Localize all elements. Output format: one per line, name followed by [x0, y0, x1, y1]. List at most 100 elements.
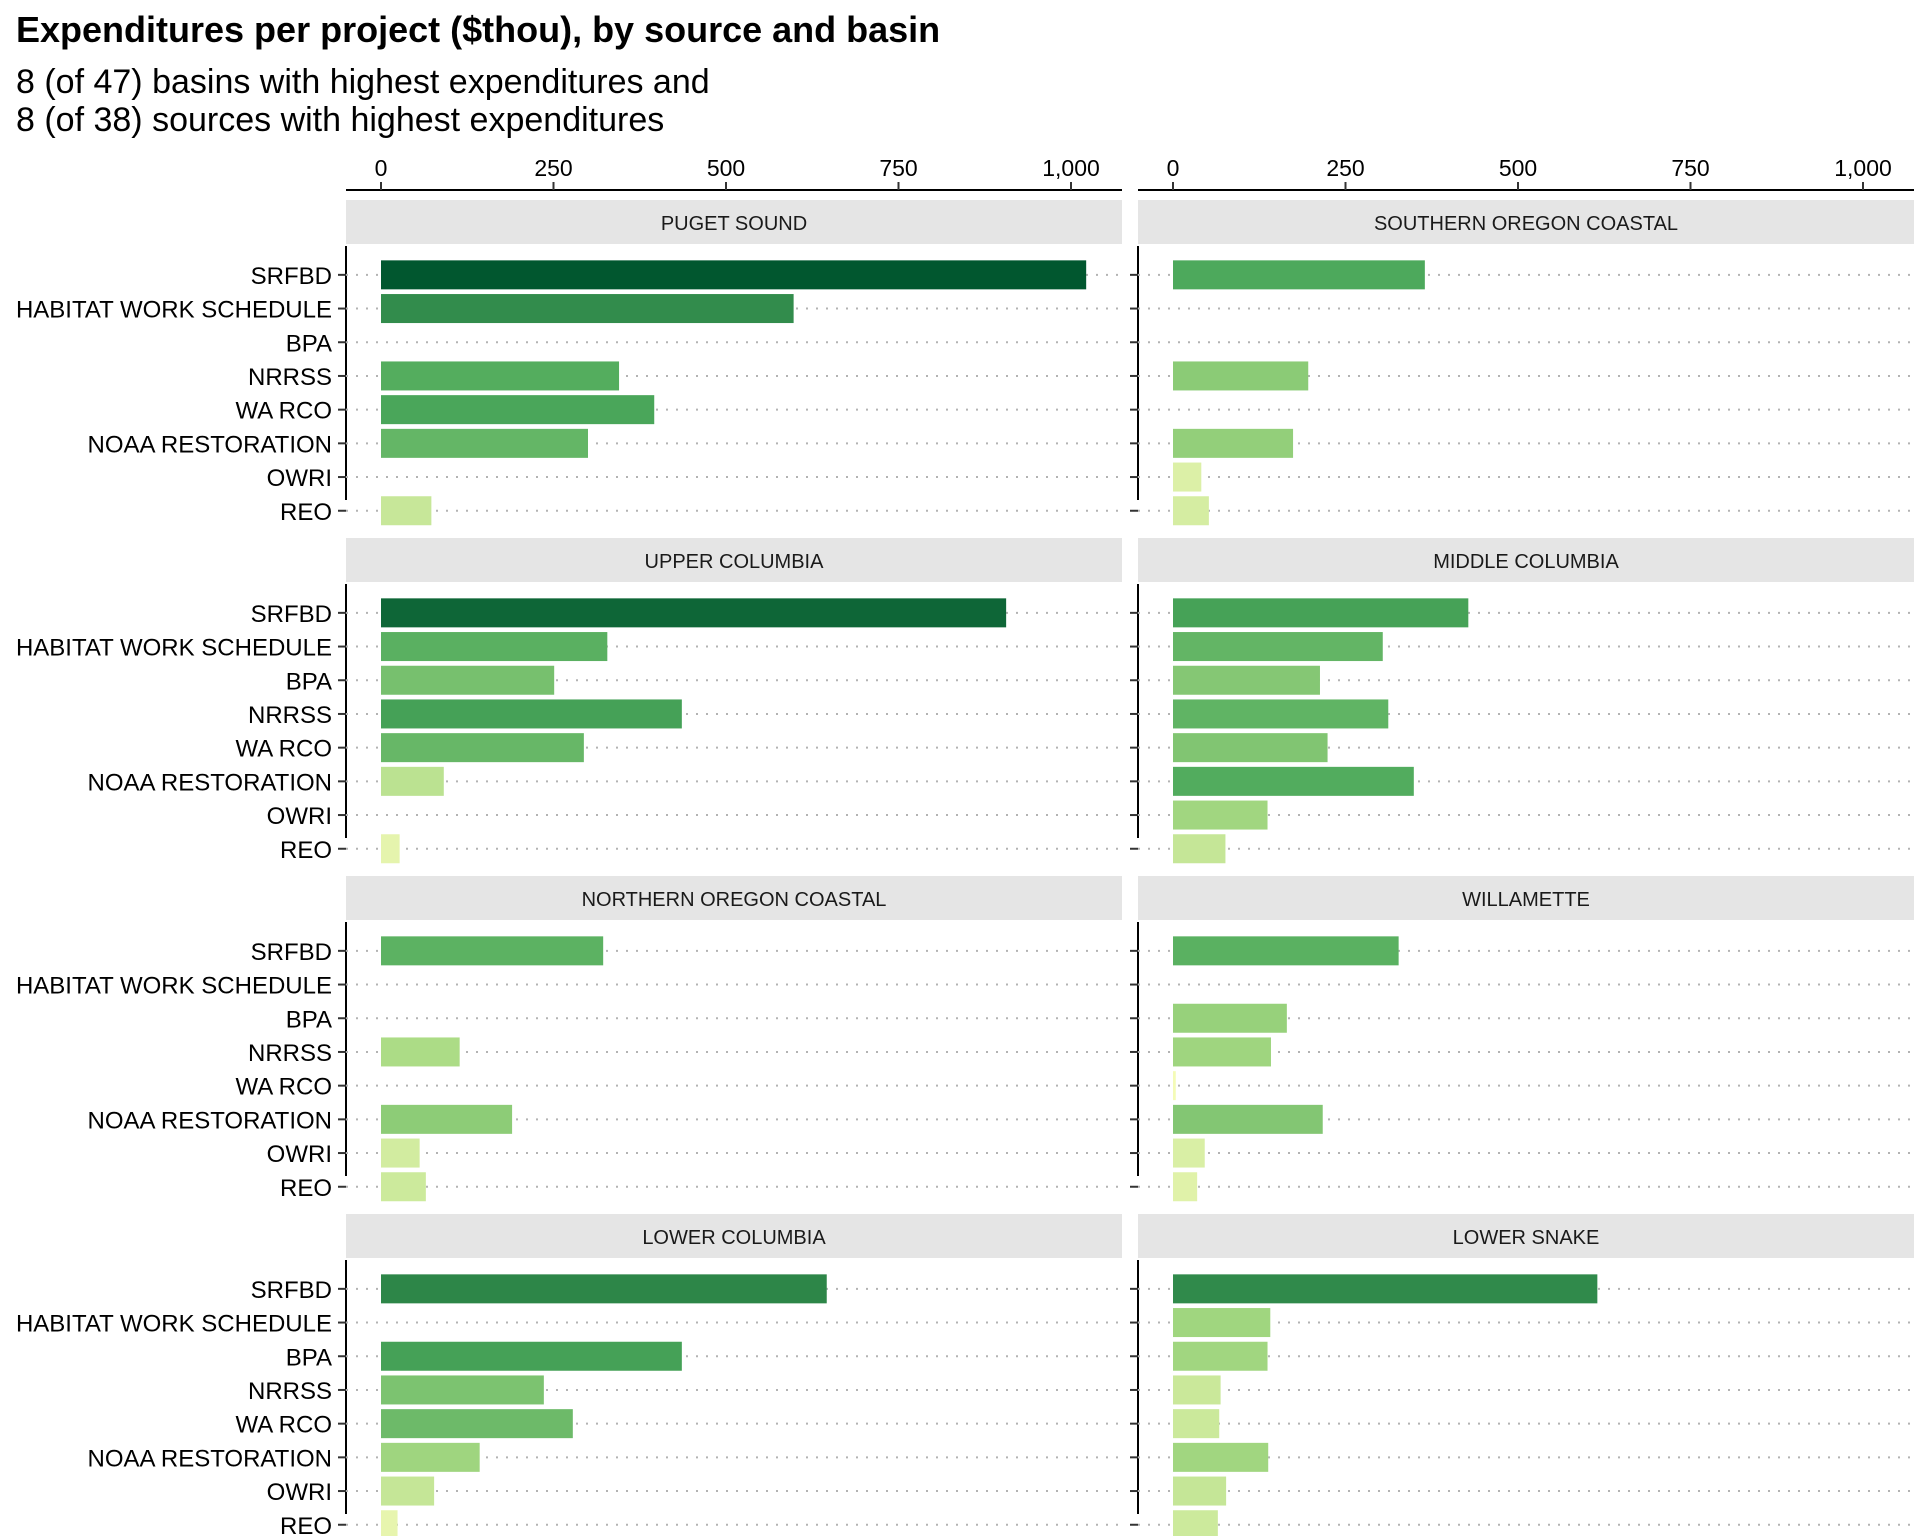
category-label-nrrss: NRRSS	[248, 364, 332, 391]
bar-willamette-reo	[1173, 1172, 1198, 1202]
bar-lower-snake-bpa	[1173, 1341, 1268, 1371]
chart-subtitle-line-2: 8 (of 38) sources with highest expenditu…	[16, 101, 665, 139]
facet-strip-southern-oregon-coastal	[1138, 200, 1914, 244]
bar-northern-oregon-coastal-srfbd	[381, 936, 604, 966]
bar-lower-snake-noaa-restoration	[1173, 1442, 1269, 1472]
x-tick-label: 750	[879, 155, 917, 181]
bar-middle-columbia-bpa	[1173, 665, 1320, 695]
bar-willamette-noaa-restoration	[1173, 1104, 1323, 1134]
bar-northern-oregon-coastal-nrrss	[381, 1037, 460, 1067]
category-label-wa-rco: WA RCO	[236, 1074, 332, 1101]
bar-lower-columbia-reo	[381, 1510, 398, 1536]
bar-southern-oregon-coastal-reo	[1173, 496, 1209, 526]
chart-title: Expenditures per project ($thou), by sou…	[16, 9, 941, 50]
category-label-srfbd: SRFBD	[251, 263, 332, 290]
x-tick-label: 0	[1167, 155, 1180, 181]
bar-middle-columbia-nrrss	[1173, 699, 1389, 729]
chart-subtitle-line-1: 8 (of 47) basins with highest expenditur…	[16, 63, 710, 101]
x-tick-label: 750	[1671, 155, 1709, 181]
bar-upper-columbia-noaa-restoration	[381, 766, 444, 796]
category-label-wa-rco: WA RCO	[236, 736, 332, 763]
bar-puget-sound-habitat-work-schedule	[381, 294, 794, 324]
category-label-bpa: BPA	[286, 330, 332, 357]
bar-puget-sound-noaa-restoration	[381, 428, 588, 458]
bar-puget-sound-srfbd	[381, 260, 1087, 290]
category-label-owri: OWRI	[267, 803, 332, 830]
bar-northern-oregon-coastal-owri	[381, 1138, 420, 1168]
bar-southern-oregon-coastal-srfbd	[1173, 260, 1425, 290]
category-label-habitat-work-schedule: HABITAT WORK SCHEDULE	[16, 973, 332, 1000]
facet-label-northern-oregon-coastal: NORTHERN OREGON COASTAL	[582, 889, 887, 911]
x-tick-label: 500	[1499, 155, 1537, 181]
bar-upper-columbia-srfbd	[381, 598, 1007, 628]
bar-southern-oregon-coastal-nrrss	[1173, 361, 1309, 391]
bar-southern-oregon-coastal-owri	[1173, 462, 1202, 492]
category-label-srfbd: SRFBD	[251, 601, 332, 628]
x-tick-label: 500	[707, 155, 745, 181]
facet-strip-willamette	[1138, 876, 1914, 920]
bar-upper-columbia-habitat-work-schedule	[381, 632, 608, 662]
facet-strip-middle-columbia	[1138, 538, 1914, 582]
bar-northern-oregon-coastal-noaa-restoration	[381, 1104, 513, 1134]
bar-lower-snake-nrrss	[1173, 1375, 1221, 1405]
bar-puget-sound-wa-rco	[381, 395, 655, 425]
bar-middle-columbia-reo	[1173, 834, 1226, 864]
category-label-reo: REO	[280, 499, 332, 526]
bar-willamette-srfbd	[1173, 936, 1399, 966]
category-label-wa-rco: WA RCO	[236, 1412, 332, 1439]
facet-strip-puget-sound	[346, 200, 1122, 244]
bar-willamette-wa-rco	[1173, 1071, 1176, 1101]
facet-label-lower-columbia: LOWER COLUMBIA	[642, 1227, 826, 1249]
bar-upper-columbia-nrrss	[381, 699, 682, 729]
category-label-nrrss: NRRSS	[248, 1040, 332, 1067]
category-label-habitat-work-schedule: HABITAT WORK SCHEDULE	[16, 635, 332, 662]
category-label-owri: OWRI	[267, 465, 332, 492]
facet-strip-northern-oregon-coastal	[346, 876, 1122, 920]
bar-lower-columbia-bpa	[381, 1341, 682, 1371]
category-label-noaa-restoration: NOAA RESTORATION	[88, 1445, 333, 1472]
category-label-habitat-work-schedule: HABITAT WORK SCHEDULE	[16, 297, 332, 324]
bar-middle-columbia-habitat-work-schedule	[1173, 632, 1383, 662]
category-label-noaa-restoration: NOAA RESTORATION	[88, 1107, 333, 1134]
bar-willamette-owri	[1173, 1138, 1205, 1168]
x-tick-label: 0	[375, 155, 388, 181]
bar-lower-snake-reo	[1173, 1510, 1218, 1536]
category-label-reo: REO	[280, 837, 332, 864]
facet-label-puget-sound: PUGET SOUND	[661, 213, 807, 235]
bar-lower-columbia-owri	[381, 1476, 435, 1506]
category-label-noaa-restoration: NOAA RESTORATION	[88, 431, 333, 458]
facet-label-lower-snake: LOWER SNAKE	[1453, 1227, 1600, 1249]
bar-lower-columbia-srfbd	[381, 1274, 827, 1304]
bar-lower-snake-owri	[1173, 1476, 1227, 1506]
category-label-owri: OWRI	[267, 1479, 332, 1506]
x-tick-label: 1,000	[1834, 155, 1892, 181]
bar-lower-snake-habitat-work-schedule	[1173, 1308, 1271, 1338]
facet-strip-lower-snake	[1138, 1214, 1914, 1258]
category-label-bpa: BPA	[286, 668, 332, 695]
facet-label-middle-columbia: MIDDLE COLUMBIA	[1433, 551, 1619, 573]
category-label-srfbd: SRFBD	[251, 939, 332, 966]
category-label-srfbd: SRFBD	[251, 1277, 332, 1304]
bar-lower-snake-wa-rco	[1173, 1409, 1220, 1439]
x-tick-label: 250	[1326, 155, 1364, 181]
category-label-reo: REO	[280, 1175, 332, 1202]
facet-strip-lower-columbia	[346, 1214, 1122, 1258]
category-label-nrrss: NRRSS	[248, 1378, 332, 1405]
category-label-noaa-restoration: NOAA RESTORATION	[88, 769, 333, 796]
bar-willamette-bpa	[1173, 1003, 1287, 1033]
bar-middle-columbia-noaa-restoration	[1173, 766, 1414, 796]
bar-middle-columbia-srfbd	[1173, 598, 1469, 628]
category-label-bpa: BPA	[286, 1344, 332, 1371]
bar-puget-sound-nrrss	[381, 361, 620, 391]
category-label-wa-rco: WA RCO	[236, 398, 332, 425]
x-tick-label: 250	[534, 155, 572, 181]
bar-lower-columbia-wa-rco	[381, 1409, 573, 1439]
category-label-habitat-work-schedule: HABITAT WORK SCHEDULE	[16, 1311, 332, 1338]
facet-label-upper-columbia: UPPER COLUMBIA	[645, 551, 825, 573]
bar-lower-snake-srfbd	[1173, 1274, 1598, 1304]
facet-label-willamette: WILLAMETTE	[1462, 889, 1590, 911]
x-tick-label: 1,000	[1042, 155, 1100, 181]
bar-middle-columbia-owri	[1173, 800, 1268, 830]
bar-upper-columbia-wa-rco	[381, 733, 584, 763]
